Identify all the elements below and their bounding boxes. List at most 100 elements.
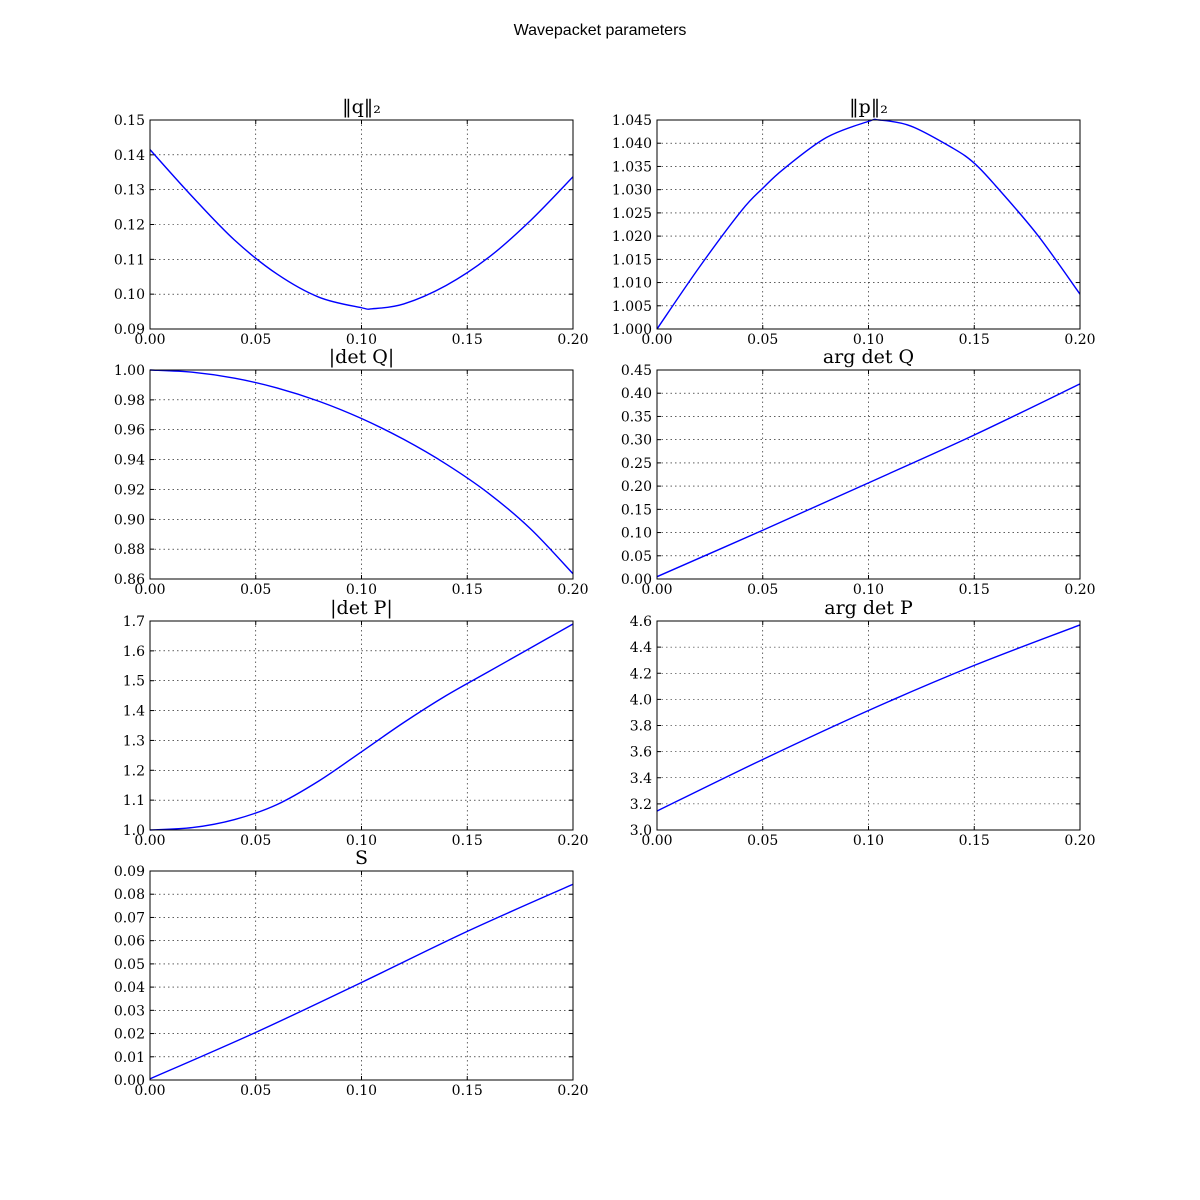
axes-frame [656, 620, 1081, 831]
y-tick-label: 1.7 [123, 614, 145, 630]
subplot-title: arg det Q [823, 346, 914, 368]
series-line [656, 118, 1081, 330]
x-tick-label: 0.10 [346, 332, 377, 348]
x-tick-label: 0.10 [346, 833, 377, 849]
x-tick-label: 0.00 [134, 833, 165, 849]
subplot-title: arg det P [824, 597, 913, 619]
y-tick-label: 1.005 [612, 299, 652, 315]
x-tick-label: 0.10 [853, 582, 884, 598]
y-tick-label: 3.2 [630, 797, 652, 813]
subplot-7: S 0.00 0.05 0.10 0.15 0.20 0.00 0.01 0.02 0.03 0.0… [114, 847, 589, 1099]
x-tick-label: 0.15 [452, 332, 483, 348]
x-tick-label: 0.00 [134, 1083, 165, 1099]
x-tick-label: 0.00 [134, 582, 165, 598]
y-tick-label: 1.5 [123, 674, 145, 690]
y-tick-label: 1.025 [612, 206, 652, 222]
x-tick-label: 0.10 [853, 833, 884, 849]
y-tick-label: 0.12 [114, 218, 145, 234]
subplot-6: arg det P 0.00 0.05 0.10 0.15 0.20 3.0 3.2 3.4 3.… [630, 597, 1096, 849]
y-tick-label: 1.035 [612, 159, 652, 175]
x-tick-label: 0.05 [240, 332, 271, 348]
series-line [149, 623, 574, 831]
y-tick-label: 3.8 [630, 719, 652, 735]
y-tick-label: 0.20 [621, 479, 652, 495]
y-tick-label: 0.09 [114, 864, 145, 880]
y-tick-label: 0.10 [114, 287, 145, 303]
y-tick-label: 0.88 [114, 542, 145, 558]
x-tick-label: 0.05 [747, 833, 778, 849]
y-tick-label: 0.00 [621, 572, 652, 588]
x-tick-label: 0.15 [452, 833, 483, 849]
y-tick-label: 0.06 [114, 934, 145, 950]
axes-frame [149, 369, 574, 580]
x-tick-label: 0.05 [240, 833, 271, 849]
y-tick-label: 0.98 [114, 393, 145, 409]
series-line [656, 383, 1081, 578]
y-tick-label: 1.0 [123, 823, 145, 839]
y-tick-label: 1.000 [612, 322, 652, 338]
y-tick-label: 1.2 [123, 763, 145, 779]
y-tick-label: 1.1 [123, 793, 145, 809]
x-tick-label: 0.00 [641, 332, 672, 348]
x-tick-label: 0.20 [557, 582, 588, 598]
subplot-title: ‖p‖₂ [849, 96, 888, 118]
y-tick-label: 0.11 [114, 252, 145, 268]
y-tick-label: 0.05 [621, 549, 652, 565]
subplot-title: |det Q| [329, 346, 394, 368]
figure-title: Wavepacket parameters [514, 22, 687, 39]
subplot-3: |det Q| 0.00 0.05 0.10 0.15 0.20 0.86 0.88 0.90 0… [114, 346, 589, 598]
y-tick-label: 0.92 [114, 482, 145, 498]
subplot-5: |det P| 0.00 0.05 0.10 0.15 0.20 1.0 1.1 1.2 1.3 1… [123, 597, 589, 849]
x-tick-label: 0.10 [853, 332, 884, 348]
series-line [656, 624, 1081, 812]
y-tick-label: 1.030 [612, 183, 652, 199]
axes-frame [656, 369, 1081, 580]
y-tick-label: 1.020 [612, 229, 652, 245]
axes-frame [149, 870, 574, 1081]
y-tick-label: 0.00 [114, 1073, 145, 1089]
axes-frame [149, 620, 574, 831]
y-tick-label: 0.14 [114, 148, 145, 164]
y-tick-label: 0.05 [114, 957, 145, 973]
x-tick-label: 0.00 [641, 833, 672, 849]
y-tick-label: 3.6 [630, 745, 652, 761]
x-tick-label: 0.20 [1064, 332, 1095, 348]
y-tick-label: 0.25 [621, 456, 652, 472]
y-tick-label: 0.08 [114, 887, 145, 903]
y-tick-label: 4.0 [630, 692, 652, 708]
x-tick-label: 0.05 [747, 332, 778, 348]
x-tick-label: 0.20 [557, 332, 588, 348]
y-tick-label: 1.00 [114, 363, 145, 379]
x-tick-label: 0.15 [959, 332, 990, 348]
y-tick-label: 0.86 [114, 572, 145, 588]
x-tick-label: 0.10 [346, 582, 377, 598]
y-tick-label: 3.0 [630, 823, 652, 839]
y-tick-label: 1.6 [123, 644, 145, 660]
x-tick-label: 0.05 [240, 1083, 271, 1099]
series-line [149, 149, 574, 310]
x-tick-label: 0.00 [134, 332, 165, 348]
y-tick-label: 0.96 [114, 423, 145, 439]
x-tick-label: 0.00 [641, 582, 672, 598]
x-tick-label: 0.05 [240, 582, 271, 598]
series-line [149, 883, 574, 1080]
y-tick-label: 1.010 [612, 276, 652, 292]
y-tick-label: 4.2 [630, 666, 652, 682]
y-tick-label: 1.015 [612, 252, 652, 268]
axes-frame [149, 119, 574, 330]
y-tick-label: 0.45 [621, 363, 652, 379]
subplot-title: ‖q‖₂ [342, 96, 381, 118]
series-line [149, 369, 574, 575]
y-tick-label: 4.6 [630, 614, 652, 630]
x-tick-label: 0.15 [959, 582, 990, 598]
y-tick-label: 0.02 [114, 1027, 145, 1043]
y-tick-label: 0.10 [621, 526, 652, 542]
x-tick-label: 0.05 [747, 582, 778, 598]
subplot-4: arg det Q 0.00 0.05 0.10 0.15 0.20 0.00 0.05 0.1… [621, 346, 1096, 598]
x-tick-label: 0.15 [452, 1083, 483, 1099]
y-tick-label: 3.4 [630, 771, 652, 787]
axes-frame [656, 119, 1081, 330]
subplot-title: |det P| [330, 597, 393, 619]
y-tick-label: 0.04 [114, 980, 145, 996]
y-tick-label: 0.40 [621, 386, 652, 402]
